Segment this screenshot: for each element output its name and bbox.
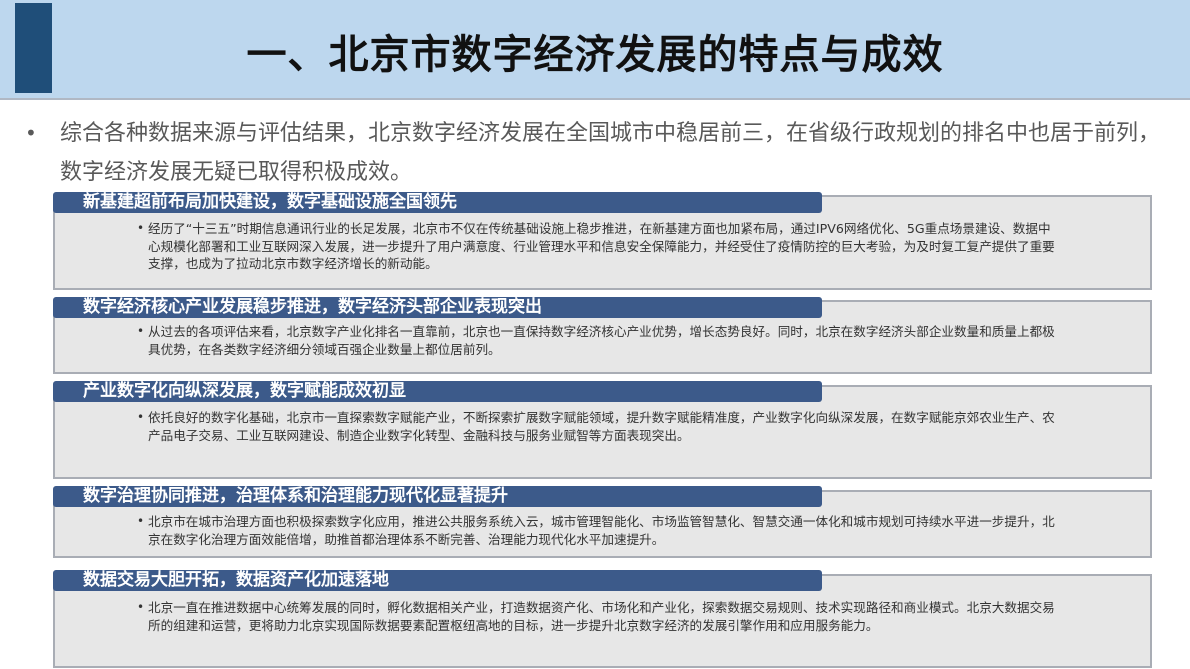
page-title: 一、北京市数字经济发展的特点与成效 [246, 32, 944, 78]
bullet-icon: • [137, 600, 145, 614]
section-text-4: 北京市在城市治理方面也积极探索数字化应用，推进公共服务系统入云，城市管理智能化、… [148, 514, 1055, 547]
bullet-icon: • [137, 221, 145, 235]
section-heading-2: 数字经济核心产业发展稳步推进，数字经济头部企业表现突出 [53, 297, 822, 318]
section-heading-1: 新基建超前布局加快建设，数字基础设施全国领先 [53, 192, 822, 213]
section-heading-5: 数据交易大胆开拓，数据资产化加速落地 [53, 570, 822, 591]
section-heading-4: 数字治理协同推进，治理体系和治理能力现代化显著提升 [53, 486, 822, 507]
section-text-2: 从过去的各项评估来看，北京数字产业化排名一直靠前，北京也一直保持数字经济核心产业… [148, 324, 1055, 357]
bullet-icon: • [137, 410, 145, 424]
bullet-icon: • [25, 121, 37, 145]
section-text-5: 北京一直在推进数据中心统筹发展的同时，孵化数据相关产业，打造数据资产化、市场化和… [148, 600, 1055, 633]
bullet-icon: • [137, 514, 145, 528]
title-accent-block [15, 3, 52, 93]
section-text-3: 依托良好的数字化基础，北京市一直探索数字赋能产业，不断探索扩展数字赋能领域，提升… [148, 410, 1055, 443]
intro-text: 综合各种数据来源与评估结果，北京数字经济发展在全国城市中稳居前三，在省级行政规划… [60, 121, 1161, 185]
section-heading-3: 产业数字化向纵深发展，数字赋能成效初显 [53, 381, 822, 402]
section-text-1: 经历了“十三五”时期信息通讯行业的长足发展，北京市不仅在传统基础设施上稳步推进，… [148, 221, 1055, 271]
title-band [0, 0, 1190, 100]
bullet-icon: • [137, 324, 145, 338]
